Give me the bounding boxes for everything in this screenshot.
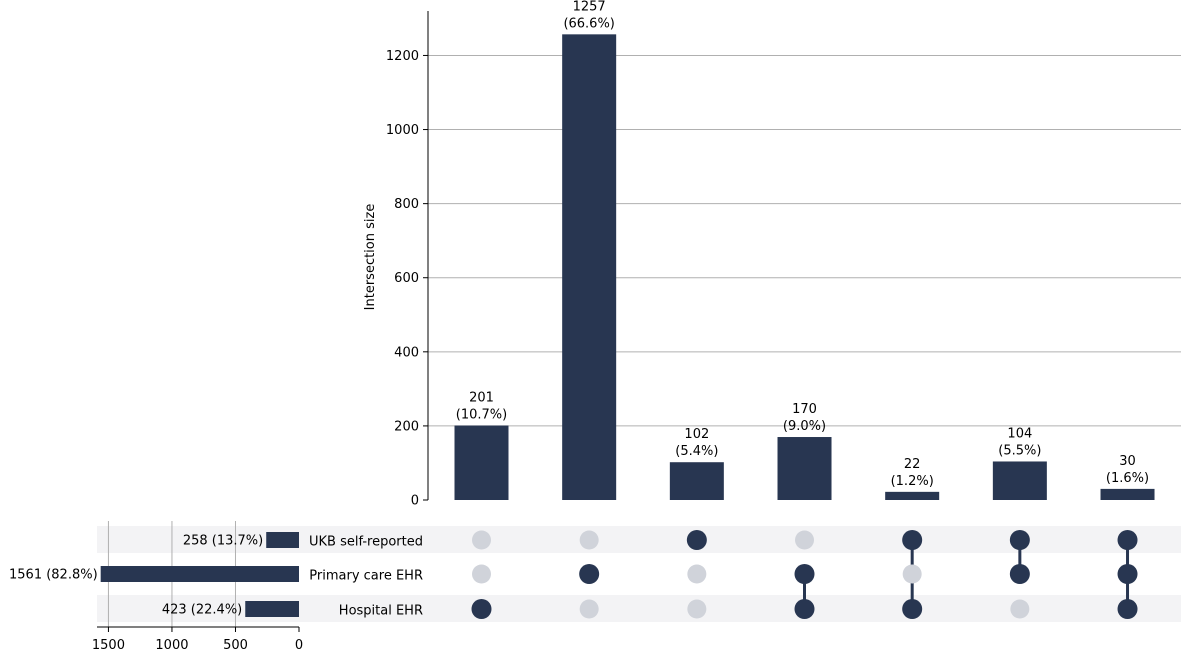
bar-percent-label: (10.7%) <box>456 408 507 423</box>
intersection-y-axis: 0 200 400 600 800 1000 1200 <box>386 11 429 509</box>
bar-count-label: 201 <box>469 391 494 406</box>
membership-dot-inactive <box>579 599 599 619</box>
y-tick-label: 400 <box>394 345 419 360</box>
intersection-bar <box>992 461 1047 500</box>
set-name-label: UKB self-reported <box>309 535 423 550</box>
intersection-bars <box>454 34 1155 501</box>
y-tick-label: 600 <box>394 271 419 286</box>
set-size-bar <box>245 601 299 617</box>
membership-dot-inactive <box>472 564 491 584</box>
set-x-tick-label: 0 <box>295 638 303 651</box>
bar-count-label: 170 <box>792 402 817 417</box>
membership-dot-active <box>686 530 707 550</box>
bar-count-label: 1257 <box>573 0 606 14</box>
membership-dot-inactive <box>579 530 599 550</box>
membership-dot-active <box>794 599 815 619</box>
membership-matrix <box>471 530 1138 619</box>
y-tick-label: 200 <box>394 419 419 434</box>
bar-count-label: 22 <box>904 457 921 472</box>
bar-count-label: 104 <box>1007 426 1032 441</box>
set-x-tick-label: 500 <box>223 638 248 651</box>
intersection-bar <box>454 425 509 500</box>
set-name-label: Hospital EHR <box>339 604 423 619</box>
membership-dot-active <box>1117 564 1138 584</box>
membership-dot-active <box>1117 599 1138 619</box>
y-tick-label: 1200 <box>386 49 419 64</box>
set-size-bar <box>100 566 299 582</box>
membership-dot-inactive <box>902 564 922 584</box>
intersection-bar <box>777 437 832 500</box>
membership-dot-active <box>902 599 923 619</box>
intersection-bar <box>1100 488 1155 500</box>
set-name-label: Primary care EHR <box>309 569 423 584</box>
bar-percent-label: (5.4%) <box>675 444 718 459</box>
set-size-label: 423 (22.4%) <box>162 603 242 618</box>
set-x-tick-label: 1500 <box>92 638 125 651</box>
membership-dot-inactive <box>1010 599 1030 619</box>
membership-dot-inactive <box>687 564 707 584</box>
bar-count-label: 102 <box>684 427 709 442</box>
y-tick-label: 800 <box>394 197 419 212</box>
intersection-bar <box>885 491 940 500</box>
intersection-gridlines <box>428 54 1181 427</box>
membership-dot-active <box>1009 530 1030 550</box>
intersection-bar <box>562 34 617 501</box>
set-size-x-axis: 1500 1000 500 0 <box>92 626 303 651</box>
matrix-row-stripes <box>97 526 1181 622</box>
membership-dot-active <box>794 564 815 584</box>
bar-count-label: 30 <box>1119 454 1136 469</box>
membership-dot-active <box>471 599 492 619</box>
membership-dot-inactive <box>795 530 815 550</box>
bar-percent-label: (1.2%) <box>891 474 934 489</box>
membership-dot-active <box>902 530 923 550</box>
bar-percent-label: (1.6%) <box>1106 471 1149 486</box>
intersection-bar-labels: 201 (10.7%) 1257 (66.6%) 102 (5.4%) 170 (9.0%) 2… <box>456 0 1149 489</box>
set-size-bar <box>266 532 299 548</box>
y-tick-label: 1000 <box>386 123 419 138</box>
set-size-label: 258 (13.7%) <box>183 534 263 549</box>
bar-percent-label: (9.0%) <box>783 419 826 434</box>
set-size-label: 1561 (82.8%) <box>9 568 98 583</box>
y-tick-label: 0 <box>411 494 419 509</box>
intersection-y-axis-label: Intersection size <box>363 204 378 311</box>
membership-dot-active <box>1009 564 1030 584</box>
set-x-tick-label: 1000 <box>155 638 188 651</box>
set-size-bars: 258 (13.7%) 1561 (82.8%) 423 (22.4%) <box>9 532 299 618</box>
bar-percent-label: (5.5%) <box>998 443 1041 458</box>
intersection-bar <box>669 462 724 500</box>
membership-dot-active <box>1117 530 1138 550</box>
membership-dot-active <box>579 564 600 584</box>
bar-percent-label: (66.6%) <box>563 16 614 31</box>
membership-dot-inactive <box>687 599 707 619</box>
membership-dot-inactive <box>472 530 491 550</box>
set-names: UKB self-reported Primary care EHR Hospita… <box>309 535 423 619</box>
